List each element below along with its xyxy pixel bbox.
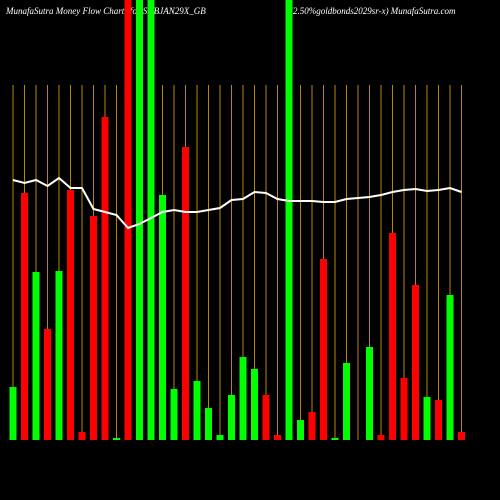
bar [21,193,28,440]
bar [458,432,465,440]
bar [78,432,86,440]
bar [193,381,201,440]
chart-title: MunafaSutra Money Flow Charts for SGBJAN… [5,6,206,16]
chart-subtitle: (2.50%goldbonds2029sr-x) MunafaSutra.com [290,6,456,16]
bar [9,387,17,440]
bars [9,0,465,440]
bar [67,190,74,440]
bar [412,285,419,440]
bar [101,117,109,440]
bar [435,400,442,440]
bar [239,357,247,440]
money-flow-line [12,176,462,230]
bar [308,412,316,440]
bar [400,378,408,440]
bar [389,233,396,440]
bar [124,0,132,440]
bar [90,216,97,440]
bar [216,435,224,440]
bar [44,329,51,440]
bar [55,271,63,440]
bar [377,435,385,440]
bar [136,0,143,440]
bar [113,438,120,440]
bar [343,363,350,440]
bar [366,347,373,440]
bar [251,369,258,440]
bar [320,259,327,440]
bar [159,195,166,440]
bar [297,420,304,440]
bar [446,295,454,440]
bar [228,395,235,440]
bar [147,0,155,440]
bar [182,147,189,440]
bar [262,395,270,440]
bar [285,0,293,440]
bar [170,389,178,440]
bar [423,397,431,440]
bar [274,435,281,440]
bar [331,438,339,440]
bar [32,272,40,440]
bar [205,408,212,440]
